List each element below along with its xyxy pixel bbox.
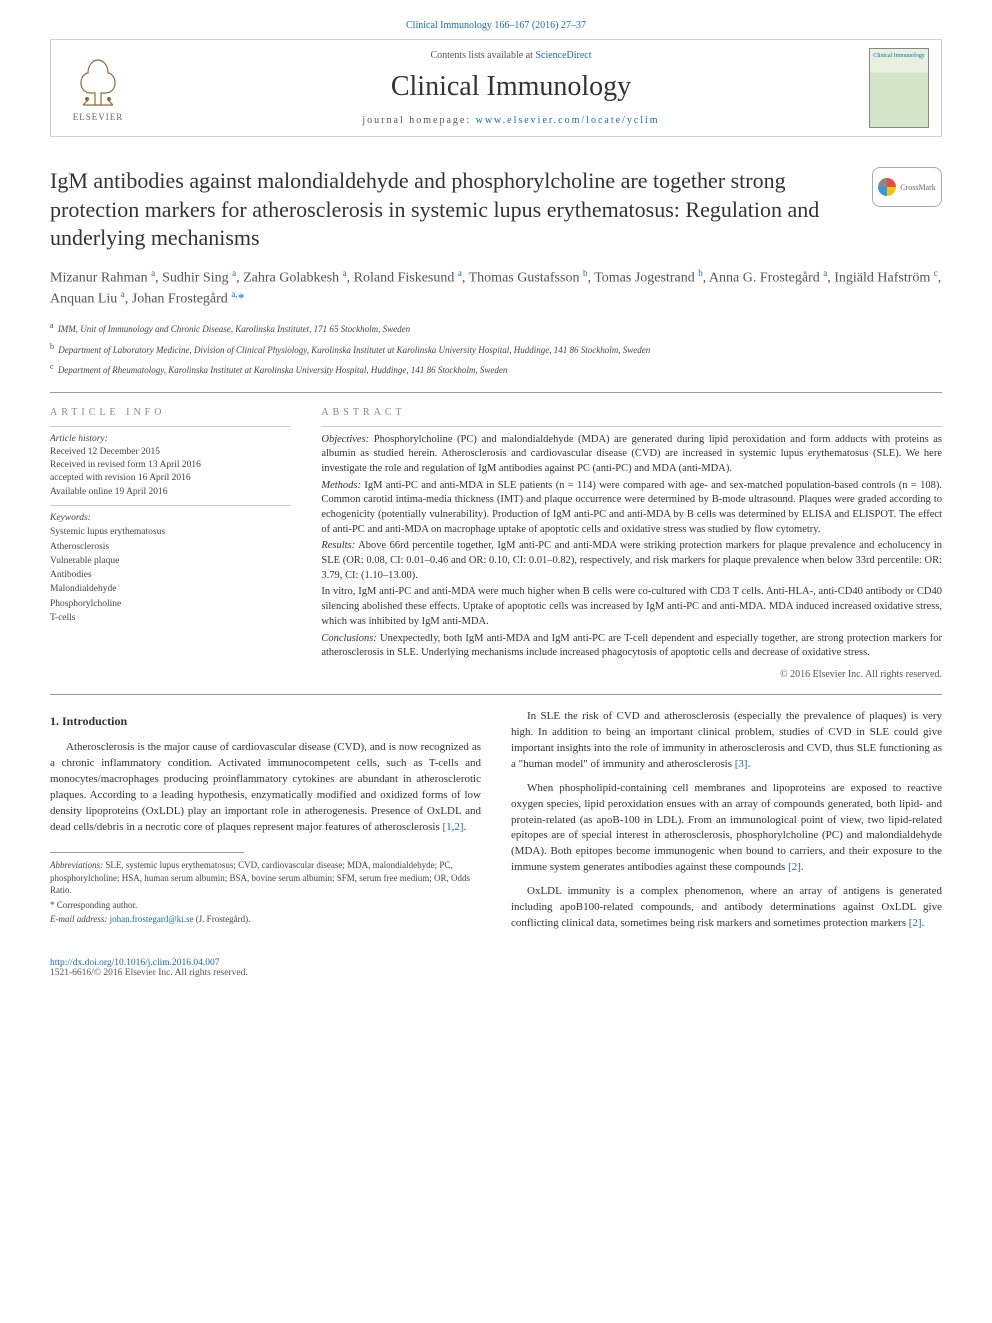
corresponding-email[interactable]: johan.frostegard@ki.se [107, 914, 193, 924]
divider [50, 694, 942, 695]
ref-link-2a[interactable]: [2] [788, 861, 801, 873]
article-history: Article history: Received 12 December 20… [50, 433, 291, 499]
elsevier-tree-icon [73, 55, 123, 110]
body-text: 1. Introduction Atherosclerosis is the m… [50, 709, 942, 934]
sciencedirect-link[interactable]: ScienceDirect [535, 50, 591, 61]
divider-thin [321, 426, 942, 427]
keyword: Phosphorylcholine [50, 597, 291, 611]
crossmark-badge[interactable]: CrossMark [872, 167, 942, 207]
doi-block: http://dx.doi.org/10.1016/j.clim.2016.04… [50, 958, 942, 978]
ref-link-3[interactable]: [3] [735, 758, 748, 770]
journal-cover-thumb: Clinical Immunology [869, 48, 929, 128]
keyword: Systemic lupus erythematosus [50, 525, 291, 539]
footnote-rule [50, 852, 244, 853]
ref-link-2b[interactable]: [2] [909, 917, 922, 929]
history-line: Available online 19 April 2016 [50, 486, 291, 499]
abstract-label: abstract [321, 407, 942, 418]
author-list: Mizanur Rahman a, Sudhir Sing a, Zahra G… [50, 267, 942, 310]
article-title: IgM antibodies against malondialdehyde a… [50, 167, 835, 253]
journal-citation: Clinical Immunology 166–167 (2016) 27–37 [50, 20, 942, 31]
history-line: Received 12 December 2015 [50, 446, 291, 459]
keyword: Malondialdehyde [50, 582, 291, 596]
divider-thin [50, 426, 291, 427]
elsevier-logo: ELSEVIER [63, 48, 133, 128]
journal-homepage-link[interactable]: www.elsevier.com/locate/yclim [476, 115, 660, 126]
affiliation: a IMM, Unit of Immunology and Chronic Di… [50, 320, 942, 337]
keyword: Vulnerable plaque [50, 554, 291, 568]
abstract-text: Objectives: Phosphorylcholine (PC) and m… [321, 433, 942, 661]
divider [50, 392, 942, 393]
journal-name: Clinical Immunology [153, 71, 869, 103]
journal-header: ELSEVIER Contents lists available at Sci… [50, 39, 942, 137]
affiliation: b Department of Laboratory Medicine, Div… [50, 341, 942, 358]
journal-homepage-line: journal homepage: www.elsevier.com/locat… [153, 115, 869, 126]
doi-link[interactable]: http://dx.doi.org/10.1016/j.clim.2016.04… [50, 958, 220, 968]
keywords-block: Keywords: Systemic lupus erythematosusAt… [50, 512, 291, 625]
crossmark-icon [878, 178, 896, 196]
article-info-label: article info [50, 407, 291, 418]
elsevier-wordmark: ELSEVIER [73, 112, 124, 122]
history-line: accepted with revision 16 April 2016 [50, 472, 291, 485]
footnotes: Abbreviations: SLE, systemic lupus eryth… [50, 852, 481, 926]
affiliation: c Department of Rheumatology, Karolinska… [50, 361, 942, 378]
section-heading-intro: 1. Introduction [50, 713, 481, 730]
contents-lists-line: Contents lists available at ScienceDirec… [153, 50, 869, 61]
keyword: Antibodies [50, 568, 291, 582]
history-line: Received in revised form 13 April 2016 [50, 459, 291, 472]
keyword: T-cells [50, 611, 291, 625]
ref-link-1-2[interactable]: [1,2] [442, 821, 463, 833]
divider-thin [50, 505, 291, 506]
keyword: Atherosclerosis [50, 540, 291, 554]
abstract-copyright: © 2016 Elsevier Inc. All rights reserved… [321, 669, 942, 680]
